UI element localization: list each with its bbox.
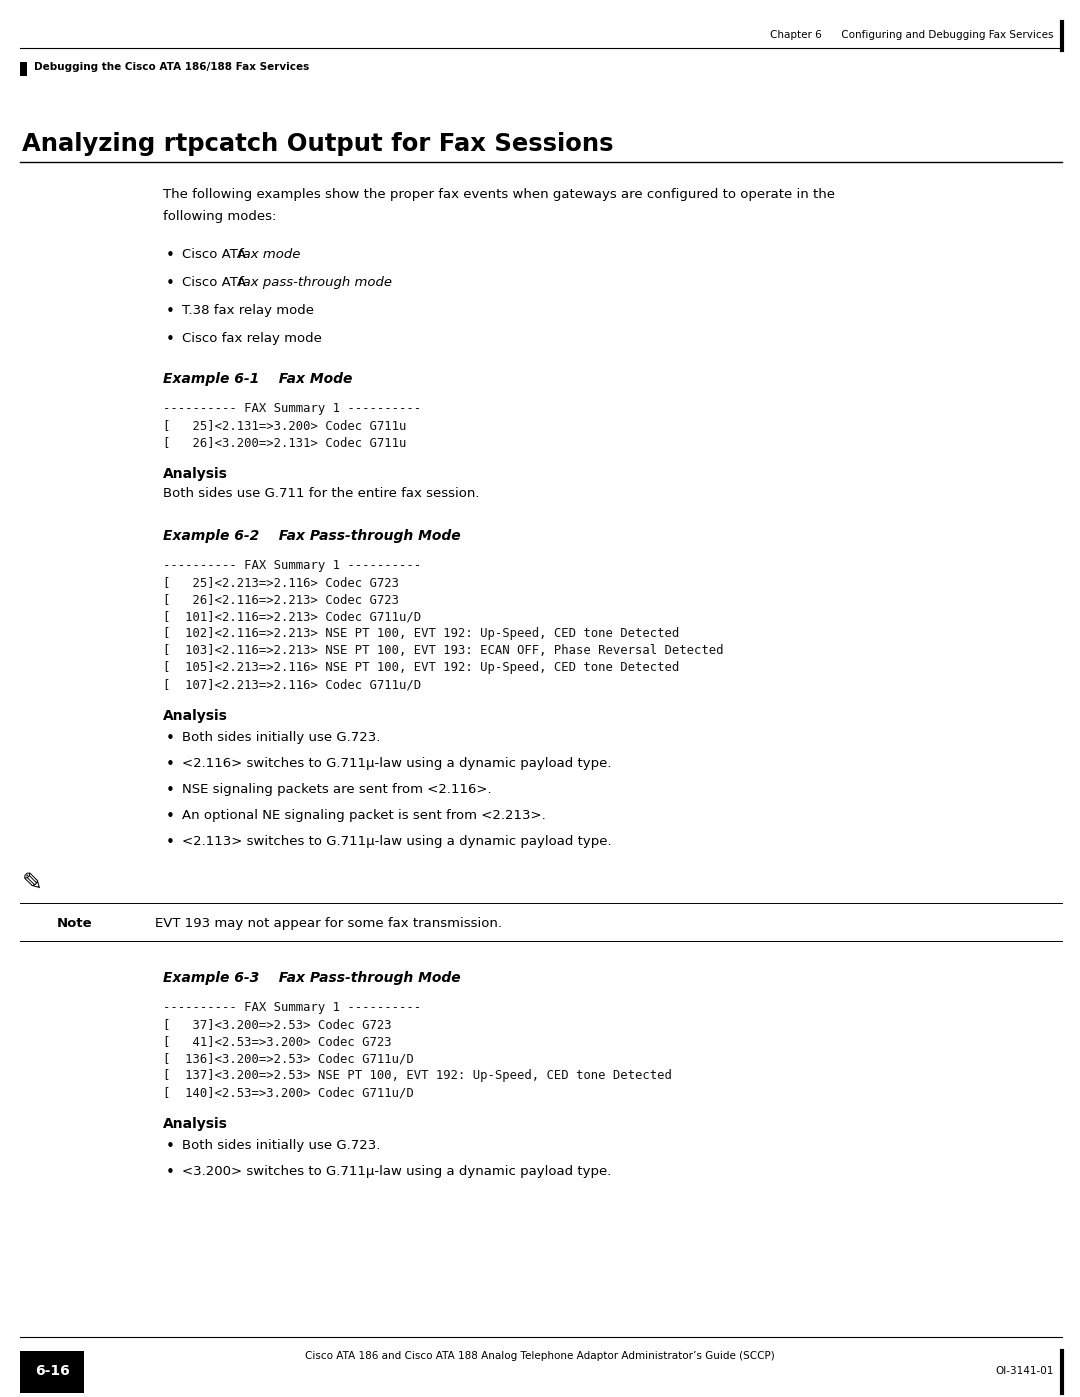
Text: Chapter 6      Configuring and Debugging Fax Services: Chapter 6 Configuring and Debugging Fax … (770, 29, 1054, 41)
Text: •: • (165, 782, 175, 798)
Text: NSE signaling packets are sent from <2.116>.: NSE signaling packets are sent from <2.1… (183, 782, 491, 796)
Text: [   37]<3.200=>2.53> Codec G723: [ 37]<3.200=>2.53> Codec G723 (163, 1018, 392, 1031)
Text: [  137]<3.200=>2.53> NSE PT 100, EVT 192: Up-Speed, CED tone Detected: [ 137]<3.200=>2.53> NSE PT 100, EVT 192:… (163, 1069, 672, 1083)
Text: [   25]<2.131=>3.200> Codec G711u: [ 25]<2.131=>3.200> Codec G711u (163, 419, 406, 432)
Text: [  136]<3.200=>2.53> Codec G711u/D: [ 136]<3.200=>2.53> Codec G711u/D (163, 1052, 414, 1065)
Text: Both sides initially use G.723.: Both sides initially use G.723. (183, 1139, 380, 1153)
Text: ---------- FAX Summary 1 ----------: ---------- FAX Summary 1 ---------- (163, 402, 421, 415)
Text: fax mode: fax mode (238, 249, 300, 261)
Text: [  103]<2.116=>2.213> NSE PT 100, EVT 193: ECAN OFF, Phase Reversal Detected: [ 103]<2.116=>2.213> NSE PT 100, EVT 193… (163, 644, 724, 657)
Text: The following examples show the proper fax events when gateways are configured t: The following examples show the proper f… (163, 189, 835, 201)
Text: Cisco fax relay mode: Cisco fax relay mode (183, 332, 322, 345)
Text: following modes:: following modes: (163, 210, 276, 224)
Text: •: • (165, 277, 175, 291)
Text: Analysis: Analysis (163, 710, 228, 724)
Text: •: • (165, 809, 175, 824)
Text: Cisco ATA: Cisco ATA (183, 277, 251, 289)
Text: ---------- FAX Summary 1 ----------: ---------- FAX Summary 1 ---------- (163, 559, 421, 571)
Text: Both sides initially use G.723.: Both sides initially use G.723. (183, 731, 380, 745)
Text: •: • (165, 1139, 175, 1154)
Text: [   26]<3.200=>2.131> Codec G711u: [ 26]<3.200=>2.131> Codec G711u (163, 436, 406, 448)
Text: <2.113> switches to G.711μ-law using a dynamic payload type.: <2.113> switches to G.711μ-law using a d… (183, 835, 611, 848)
Text: <2.116> switches to G.711μ-law using a dynamic payload type.: <2.116> switches to G.711μ-law using a d… (183, 757, 611, 770)
Text: •: • (165, 249, 175, 263)
Text: EVT 193 may not appear for some fax transmission.: EVT 193 may not appear for some fax tran… (156, 916, 502, 930)
Text: Cisco ATA 186 and Cisco ATA 188 Analog Telephone Adaptor Administrator’s Guide (: Cisco ATA 186 and Cisco ATA 188 Analog T… (306, 1351, 774, 1361)
Text: An optional NE signaling packet is sent from <2.213>.: An optional NE signaling packet is sent … (183, 809, 545, 821)
Text: Example 6-3    Fax Pass-through Mode: Example 6-3 Fax Pass-through Mode (163, 971, 461, 985)
Text: •: • (165, 835, 175, 849)
Text: ✎: ✎ (22, 870, 43, 895)
Text: Analysis: Analysis (163, 467, 228, 481)
Text: 6-16: 6-16 (35, 1363, 69, 1377)
Text: [   26]<2.116=>2.213> Codec G723: [ 26]<2.116=>2.213> Codec G723 (163, 592, 399, 606)
Text: •: • (165, 1165, 175, 1180)
Text: Analysis: Analysis (163, 1118, 228, 1132)
Text: fax pass-through mode: fax pass-through mode (238, 277, 391, 289)
Bar (21, 61, 27, 75)
Text: •: • (165, 332, 175, 346)
Text: [  101]<2.116=>2.213> Codec G711u/D: [ 101]<2.116=>2.213> Codec G711u/D (163, 610, 421, 623)
Text: [   41]<2.53=>3.200> Codec G723: [ 41]<2.53=>3.200> Codec G723 (163, 1035, 392, 1048)
Text: [  102]<2.116=>2.213> NSE PT 100, EVT 192: Up-Speed, CED tone Detected: [ 102]<2.116=>2.213> NSE PT 100, EVT 192… (163, 627, 679, 640)
Bar (21, 1351, 84, 1393)
Text: Debugging the Cisco ATA 186/188 Fax Services: Debugging the Cisco ATA 186/188 Fax Serv… (33, 61, 309, 73)
Text: [  105]<2.213=>2.116> NSE PT 100, EVT 192: Up-Speed, CED tone Detected: [ 105]<2.213=>2.116> NSE PT 100, EVT 192… (163, 661, 679, 673)
Text: OI-3141-01: OI-3141-01 (996, 1366, 1054, 1376)
Text: ---------- FAX Summary 1 ----------: ---------- FAX Summary 1 ---------- (163, 1002, 421, 1014)
Text: [  107]<2.213=>2.116> Codec G711u/D: [ 107]<2.213=>2.116> Codec G711u/D (163, 678, 421, 692)
Text: T.38 fax relay mode: T.38 fax relay mode (183, 305, 314, 317)
Text: [   25]<2.213=>2.116> Codec G723: [ 25]<2.213=>2.116> Codec G723 (163, 576, 399, 590)
Text: •: • (165, 757, 175, 773)
Text: Both sides use G.711 for the entire fax session.: Both sides use G.711 for the entire fax … (163, 488, 480, 500)
Text: •: • (165, 731, 175, 746)
Text: •: • (165, 305, 175, 319)
Text: Example 6-2    Fax Pass-through Mode: Example 6-2 Fax Pass-through Mode (163, 529, 461, 543)
Text: [  140]<2.53=>3.200> Codec G711u/D: [ 140]<2.53=>3.200> Codec G711u/D (163, 1085, 414, 1099)
Text: Note: Note (57, 916, 93, 930)
Text: Analyzing rtpcatch Output for Fax Sessions: Analyzing rtpcatch Output for Fax Sessio… (22, 131, 613, 156)
Text: <3.200> switches to G.711μ-law using a dynamic payload type.: <3.200> switches to G.711μ-law using a d… (183, 1165, 611, 1178)
Text: Example 6-1    Fax Mode: Example 6-1 Fax Mode (163, 372, 352, 386)
Text: Cisco ATA: Cisco ATA (183, 249, 251, 261)
